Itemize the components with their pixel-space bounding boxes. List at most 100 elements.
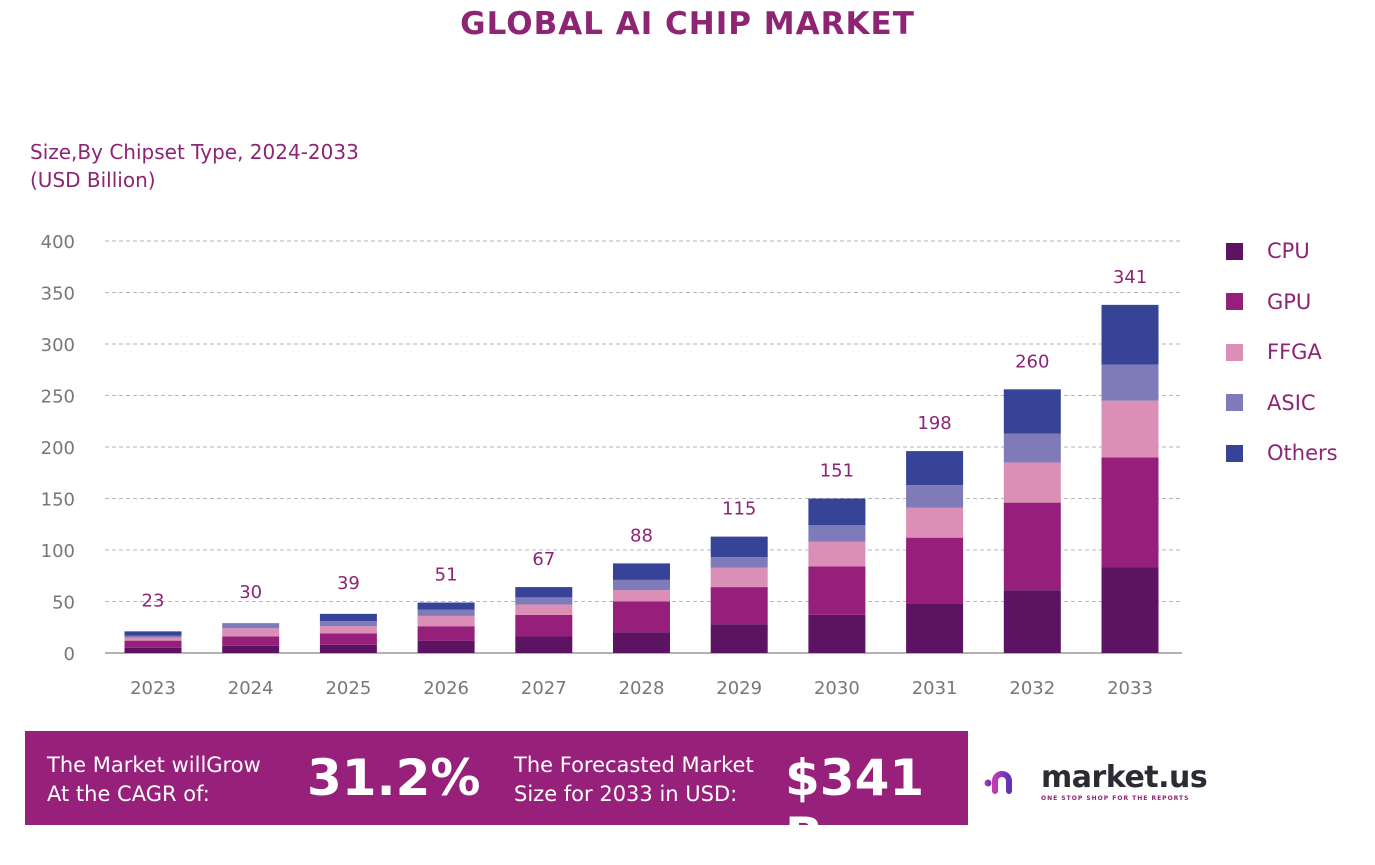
chart-title: GLOBAL AI CHIP MARKET bbox=[460, 6, 915, 42]
y-tick-label: 250 bbox=[41, 387, 75, 408]
legend-swatch bbox=[1226, 343, 1243, 361]
y-tick-label: 100 bbox=[41, 541, 75, 562]
y-tick-label: 50 bbox=[52, 593, 75, 614]
bar-segment-gpu-2030 bbox=[808, 566, 866, 615]
bar-segment-ffga-2029 bbox=[710, 567, 768, 588]
legend-swatch bbox=[1226, 394, 1243, 412]
legend-label: ASIC bbox=[1267, 390, 1316, 415]
x-tick-label: 2025 bbox=[325, 678, 371, 699]
y-tick-label: 150 bbox=[41, 490, 75, 511]
y-tick-label: 200 bbox=[41, 438, 75, 459]
bar-segment-others-2030 bbox=[808, 498, 866, 526]
y-tick-label: 300 bbox=[41, 335, 75, 356]
bar-segment-cpu-2026 bbox=[417, 640, 475, 653]
bar-segment-others-2028 bbox=[613, 563, 670, 580]
bar-segment-others-2023 bbox=[124, 631, 182, 636]
bar-segment-asic-2031 bbox=[906, 485, 964, 508]
legend-swatch bbox=[1226, 293, 1243, 311]
bar-segment-asic-2028 bbox=[613, 579, 670, 591]
logo-icon bbox=[984, 764, 1032, 794]
total-data-label: 260 bbox=[1015, 351, 1049, 372]
cagr-label: The Market willGrow At the CAGR of: bbox=[47, 751, 261, 809]
x-tick-label: 2026 bbox=[423, 678, 469, 699]
bar-segment-gpu-2033 bbox=[1101, 457, 1159, 568]
x-tick-label: 2023 bbox=[130, 678, 176, 699]
bar-segment-ffga-2028 bbox=[613, 590, 670, 602]
bar-segment-others-2027 bbox=[515, 587, 573, 598]
bar-segment-gpu-2032 bbox=[1003, 502, 1061, 591]
bar-segment-asic-2025 bbox=[319, 621, 377, 627]
legend-item-ffga: FFGA bbox=[1226, 327, 1338, 378]
x-tick-label: 2029 bbox=[716, 678, 762, 699]
legend-label: GPU bbox=[1267, 289, 1312, 314]
legend-item-others: Others bbox=[1226, 428, 1338, 479]
bar-segment-cpu-2033 bbox=[1101, 567, 1159, 653]
bar-segment-others-2026 bbox=[417, 602, 475, 610]
bar-segment-cpu-2023 bbox=[124, 647, 182, 653]
bar-segment-cpu-2030 bbox=[808, 614, 866, 653]
legend-item-cpu: CPU bbox=[1226, 226, 1338, 277]
forecast-label: The Forecasted Market Size for 2033 in U… bbox=[514, 751, 754, 809]
chart-subtitle: Size,By Chipset Type, 2024-2033 (USD Bil… bbox=[30, 138, 359, 194]
total-data-label: 51 bbox=[435, 565, 458, 586]
x-tick-label: 2032 bbox=[1009, 678, 1055, 699]
bar-segment-gpu-2028 bbox=[613, 601, 670, 633]
forecast-label-line2: Size for 2033 in USD: bbox=[514, 782, 738, 806]
x-tick-label: 2033 bbox=[1107, 678, 1153, 699]
bar-segment-ffga-2031 bbox=[906, 507, 964, 538]
bar-segment-asic-2026 bbox=[417, 609, 475, 616]
y-tick-label: 350 bbox=[41, 284, 75, 305]
subtitle-line1: Size,By Chipset Type, 2024-2033 bbox=[30, 140, 359, 164]
bar-segment-asic-2032 bbox=[1003, 433, 1061, 463]
legend-swatch bbox=[1226, 444, 1243, 462]
bar-segment-others-2025 bbox=[319, 613, 377, 622]
forecast-value: $341 B bbox=[785, 749, 925, 865]
bar-segment-others-2031 bbox=[906, 451, 964, 486]
subtitle-line2: (USD Billion) bbox=[30, 168, 156, 192]
bar-segment-others-2033 bbox=[1101, 304, 1159, 365]
total-data-label: 341 bbox=[1113, 267, 1147, 288]
market-us-logo: market.us ONE STOP SHOP FOR THE REPORTS bbox=[983, 760, 1208, 802]
bar-segment-asic-2024 bbox=[222, 623, 280, 629]
legend-label: CPU bbox=[1267, 239, 1310, 264]
legend: CPU GPU FFGA ASIC Others bbox=[1226, 226, 1338, 479]
bar-segment-cpu-2031 bbox=[906, 603, 964, 653]
forecast-label-line1: The Forecasted Market bbox=[514, 753, 754, 777]
bar-segment-ffga-2030 bbox=[808, 541, 866, 567]
y-tick-label: 0 bbox=[64, 644, 75, 665]
x-tick-label: 2031 bbox=[912, 678, 958, 699]
y-tick-label: 400 bbox=[41, 232, 75, 253]
bar-segment-ffga-2026 bbox=[417, 615, 475, 627]
bar-segment-gpu-2024 bbox=[222, 636, 280, 646]
x-tick-label: 2030 bbox=[814, 678, 860, 699]
summary-banner: The Market willGrow At the CAGR of: 31.2… bbox=[25, 731, 968, 865]
logo-wordmark: market.us bbox=[1041, 760, 1208, 795]
bar-segment-gpu-2029 bbox=[710, 587, 768, 625]
bar-segment-asic-2027 bbox=[515, 597, 573, 605]
legend-item-asic: ASIC bbox=[1226, 378, 1338, 429]
bar-segment-cpu-2024 bbox=[222, 645, 280, 653]
bar-segment-asic-2033 bbox=[1101, 364, 1159, 401]
bar-segment-others-2029 bbox=[710, 536, 768, 558]
total-data-label: 151 bbox=[820, 461, 854, 482]
total-data-label: 30 bbox=[239, 582, 262, 603]
total-data-label: 88 bbox=[630, 525, 653, 546]
bar-segment-ffga-2033 bbox=[1101, 400, 1159, 458]
bar-segment-gpu-2031 bbox=[906, 537, 964, 604]
bar-segment-gpu-2023 bbox=[124, 640, 182, 648]
bar-segment-cpu-2032 bbox=[1003, 590, 1061, 653]
bar-segment-others-2032 bbox=[1003, 389, 1061, 434]
cagr-label-line2: At the CAGR of: bbox=[47, 782, 210, 806]
bar-segment-cpu-2027 bbox=[515, 636, 573, 653]
legend-item-gpu: GPU bbox=[1226, 277, 1338, 328]
bar-segment-asic-2023 bbox=[124, 635, 182, 638]
stacked-bar-chart: 0 50 100 150 200 250 300 350 400 23 2023 30 2024 39 20… bbox=[41, 232, 1182, 699]
legend-label: Others bbox=[1267, 441, 1338, 466]
bar-segment-gpu-2025 bbox=[319, 633, 377, 645]
total-data-label: 115 bbox=[722, 499, 756, 520]
legend-swatch bbox=[1226, 242, 1243, 260]
logo-tagline: ONE STOP SHOP FOR THE REPORTS bbox=[1041, 795, 1190, 802]
x-tick-label: 2027 bbox=[521, 678, 567, 699]
bar-segment-ffga-2023 bbox=[124, 637, 182, 641]
bar-segment-asic-2029 bbox=[710, 557, 768, 568]
